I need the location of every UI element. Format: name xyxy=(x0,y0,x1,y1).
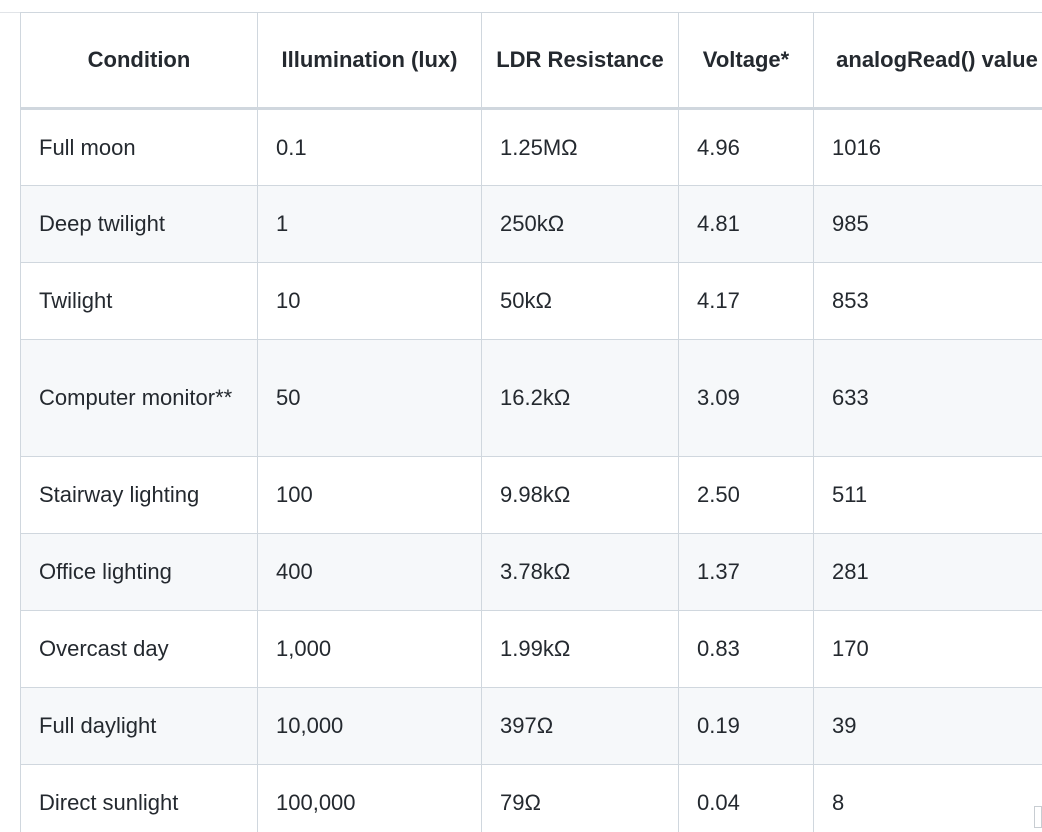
scrollbar-corner[interactable] xyxy=(1034,806,1042,828)
cell-analogread: 985 xyxy=(813,185,1042,263)
cell-analogread: 8 xyxy=(813,764,1042,832)
cell-illumination: 0.1 xyxy=(257,108,482,186)
cell-voltage: 0.83 xyxy=(678,610,814,688)
cell-resistance: 50kΩ xyxy=(481,262,679,340)
table-header-row: Condition Illumination (lux) LDR Resista… xyxy=(20,12,1042,110)
header-voltage: Voltage* xyxy=(678,12,814,110)
cell-analogread: 633 xyxy=(813,339,1042,457)
cell-condition: Full daylight xyxy=(20,687,258,765)
cell-resistance: 9.98kΩ xyxy=(481,456,679,534)
cell-resistance: 397Ω xyxy=(481,687,679,765)
table-row: Stairway lighting 100 9.98kΩ 2.50 511 xyxy=(20,456,1042,534)
cell-analogread: 281 xyxy=(813,533,1042,611)
cell-analogread: 1016 xyxy=(813,108,1042,186)
cell-illumination: 100,000 xyxy=(257,764,482,832)
cell-resistance: 79Ω xyxy=(481,764,679,832)
cell-voltage: 2.50 xyxy=(678,456,814,534)
cell-illumination: 100 xyxy=(257,456,482,534)
cell-analogread: 511 xyxy=(813,456,1042,534)
header-condition: Condition xyxy=(20,12,258,110)
ldr-readings-table: Condition Illumination (lux) LDR Resista… xyxy=(20,12,1042,832)
table-row: Direct sunlight 100,000 79Ω 0.04 8 xyxy=(20,764,1042,832)
cell-voltage: 4.96 xyxy=(678,108,814,186)
header-analogread-value: analogRead() value xyxy=(813,12,1042,110)
cell-condition: Stairway lighting xyxy=(20,456,258,534)
cell-voltage: 0.19 xyxy=(678,687,814,765)
cell-resistance: 3.78kΩ xyxy=(481,533,679,611)
cell-condition: Direct sunlight xyxy=(20,764,258,832)
cell-illumination: 50 xyxy=(257,339,482,457)
cell-illumination: 1,000 xyxy=(257,610,482,688)
table-row: Twilight 10 50kΩ 4.17 853 xyxy=(20,262,1042,340)
cell-resistance: 1.99kΩ xyxy=(481,610,679,688)
table-row: Deep twilight 1 250kΩ 4.81 985 xyxy=(20,185,1042,263)
cell-resistance: 1.25MΩ xyxy=(481,108,679,186)
cell-illumination: 10,000 xyxy=(257,687,482,765)
cell-analogread: 170 xyxy=(813,610,1042,688)
cell-voltage: 4.81 xyxy=(678,185,814,263)
cell-condition: Full moon xyxy=(20,108,258,186)
cell-voltage: 3.09 xyxy=(678,339,814,457)
cell-analogread: 39 xyxy=(813,687,1042,765)
cell-illumination: 1 xyxy=(257,185,482,263)
cell-illumination: 400 xyxy=(257,533,482,611)
table-row: Full moon 0.1 1.25MΩ 4.96 1016 xyxy=(20,108,1042,186)
cell-condition: Twilight xyxy=(20,262,258,340)
table-row: Overcast day 1,000 1.99kΩ 0.83 170 xyxy=(20,610,1042,688)
cell-illumination: 10 xyxy=(257,262,482,340)
cell-condition: Computer monitor** xyxy=(20,339,258,457)
cell-condition: Overcast day xyxy=(20,610,258,688)
cell-analogread: 853 xyxy=(813,262,1042,340)
cell-resistance: 16.2kΩ xyxy=(481,339,679,457)
cell-condition: Deep twilight xyxy=(20,185,258,263)
cell-condition: Office lighting xyxy=(20,533,258,611)
table-row: Office lighting 400 3.78kΩ 1.37 281 xyxy=(20,533,1042,611)
header-illumination: Illumination (lux) xyxy=(257,12,482,110)
header-ldr-resistance: LDR Resistance xyxy=(481,12,679,110)
cell-resistance: 250kΩ xyxy=(481,185,679,263)
table-row: Computer monitor** 50 16.2kΩ 3.09 633 xyxy=(20,339,1042,457)
cell-voltage: 4.17 xyxy=(678,262,814,340)
cell-voltage: 1.37 xyxy=(678,533,814,611)
cell-voltage: 0.04 xyxy=(678,764,814,832)
table-row: Full daylight 10,000 397Ω 0.19 39 xyxy=(20,687,1042,765)
